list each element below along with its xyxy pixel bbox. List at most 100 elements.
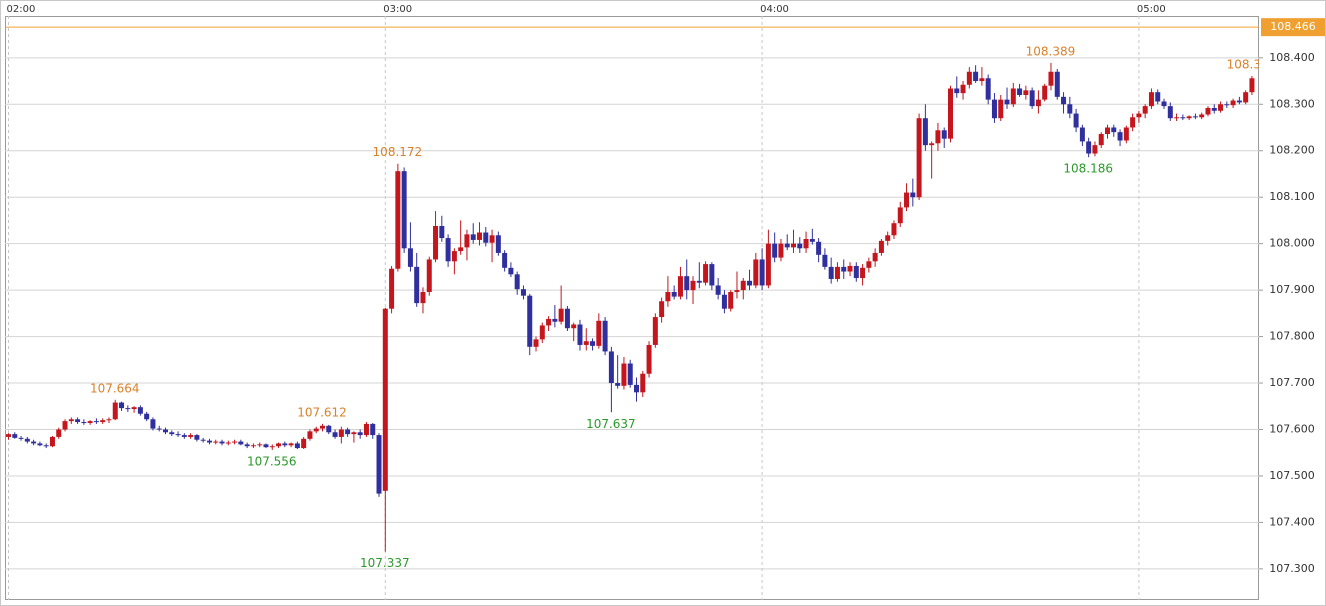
candle-body	[1023, 90, 1029, 95]
candle-body	[225, 442, 231, 444]
candle-body	[1186, 116, 1192, 119]
candle-body	[238, 441, 244, 445]
candle-body	[527, 295, 533, 347]
candle-body	[904, 192, 910, 208]
candle-body	[483, 232, 489, 243]
candle-body	[954, 88, 960, 94]
candle-body	[1192, 116, 1198, 118]
candle-body	[872, 252, 878, 262]
candle-body	[985, 78, 991, 100]
candle-body	[194, 435, 200, 440]
candle-body	[627, 363, 633, 385]
candle-body	[1199, 114, 1205, 118]
candle-body	[564, 308, 570, 329]
candle-body	[897, 207, 903, 224]
candle-body	[602, 320, 608, 352]
candle-body	[112, 402, 118, 420]
candle-body	[1061, 96, 1067, 105]
candle-body	[822, 254, 828, 267]
candle-body	[276, 443, 282, 447]
candle-body	[433, 225, 439, 260]
candle-body	[1123, 127, 1129, 141]
candle-body	[539, 325, 545, 340]
candle-body	[12, 434, 18, 438]
extreme-label: 108.172	[373, 145, 423, 159]
candle-body	[477, 232, 482, 240]
candle-body	[634, 384, 639, 393]
candle-body	[772, 243, 778, 258]
candle-body	[809, 239, 815, 242]
candle-body	[395, 171, 401, 269]
x-tick-label: 02:00	[7, 4, 36, 15]
candle-body	[1054, 71, 1060, 97]
candle-body	[866, 261, 872, 268]
candle-body	[313, 428, 319, 432]
candle-body	[282, 443, 288, 446]
candle-body	[1167, 106, 1173, 119]
candle-body	[1174, 117, 1180, 119]
candle-body	[885, 235, 891, 241]
candle-body	[1086, 141, 1092, 154]
extreme-label: 107.556	[247, 454, 297, 468]
candle-body	[269, 446, 275, 448]
candle-body	[62, 421, 68, 430]
candle-body	[1098, 134, 1104, 146]
candle-body	[464, 234, 470, 248]
candle-body	[301, 438, 307, 449]
candle-body	[345, 429, 351, 435]
candle-body	[439, 225, 445, 239]
candle-body	[495, 235, 501, 253]
candle-body	[1155, 92, 1161, 102]
candle-body	[1010, 88, 1016, 105]
extreme-label: 108.361	[1227, 57, 1277, 71]
candle-body	[834, 266, 840, 279]
candle-body	[451, 251, 457, 262]
candle-body	[119, 402, 125, 409]
candle-body	[18, 437, 24, 439]
candle-body	[646, 344, 652, 374]
extreme-label: 108.389	[1026, 44, 1076, 58]
candle-body	[294, 443, 300, 449]
candle-body	[652, 317, 658, 345]
y-tick-label: 108.300	[1269, 97, 1315, 110]
candle-body	[715, 285, 721, 295]
candle-body	[922, 118, 928, 146]
candle-body	[721, 294, 727, 309]
candle-body	[1142, 106, 1148, 114]
candle-body	[489, 235, 495, 243]
candle-body	[232, 441, 238, 443]
candle-body	[929, 143, 935, 146]
candle-body	[1042, 85, 1048, 100]
candle-body	[571, 324, 577, 329]
candle-body	[991, 99, 997, 119]
candle-body	[1224, 104, 1230, 106]
candle-body	[552, 318, 558, 322]
candle-body	[288, 443, 294, 446]
y-tick-label: 108.000	[1269, 237, 1315, 250]
candle-body	[659, 301, 665, 318]
candle-body	[1105, 127, 1110, 135]
candle-body	[1092, 145, 1098, 154]
candle-body	[621, 363, 627, 386]
y-tick-label: 108.100	[1269, 190, 1315, 203]
candle-body	[1117, 132, 1123, 141]
candle-body	[363, 423, 369, 436]
y-tick-label: 107.800	[1269, 330, 1315, 343]
candle-body	[213, 441, 219, 443]
candle-body	[100, 420, 106, 423]
candle-body	[1205, 107, 1211, 115]
candle-body	[514, 274, 520, 290]
candle-body	[376, 435, 382, 494]
candle-body	[338, 429, 344, 437]
candle-body	[93, 421, 99, 423]
candle-body	[966, 71, 972, 85]
candle-body	[778, 243, 784, 258]
extreme-label: 107.337	[360, 556, 410, 570]
candle-body	[1079, 127, 1085, 142]
candle-body	[351, 432, 357, 435]
y-tick-label: 107.600	[1269, 422, 1315, 435]
extreme-label: 107.612	[297, 405, 347, 419]
candle-body	[520, 289, 526, 296]
extreme-label: 108.186	[1063, 162, 1113, 176]
candle-body	[1048, 71, 1054, 86]
